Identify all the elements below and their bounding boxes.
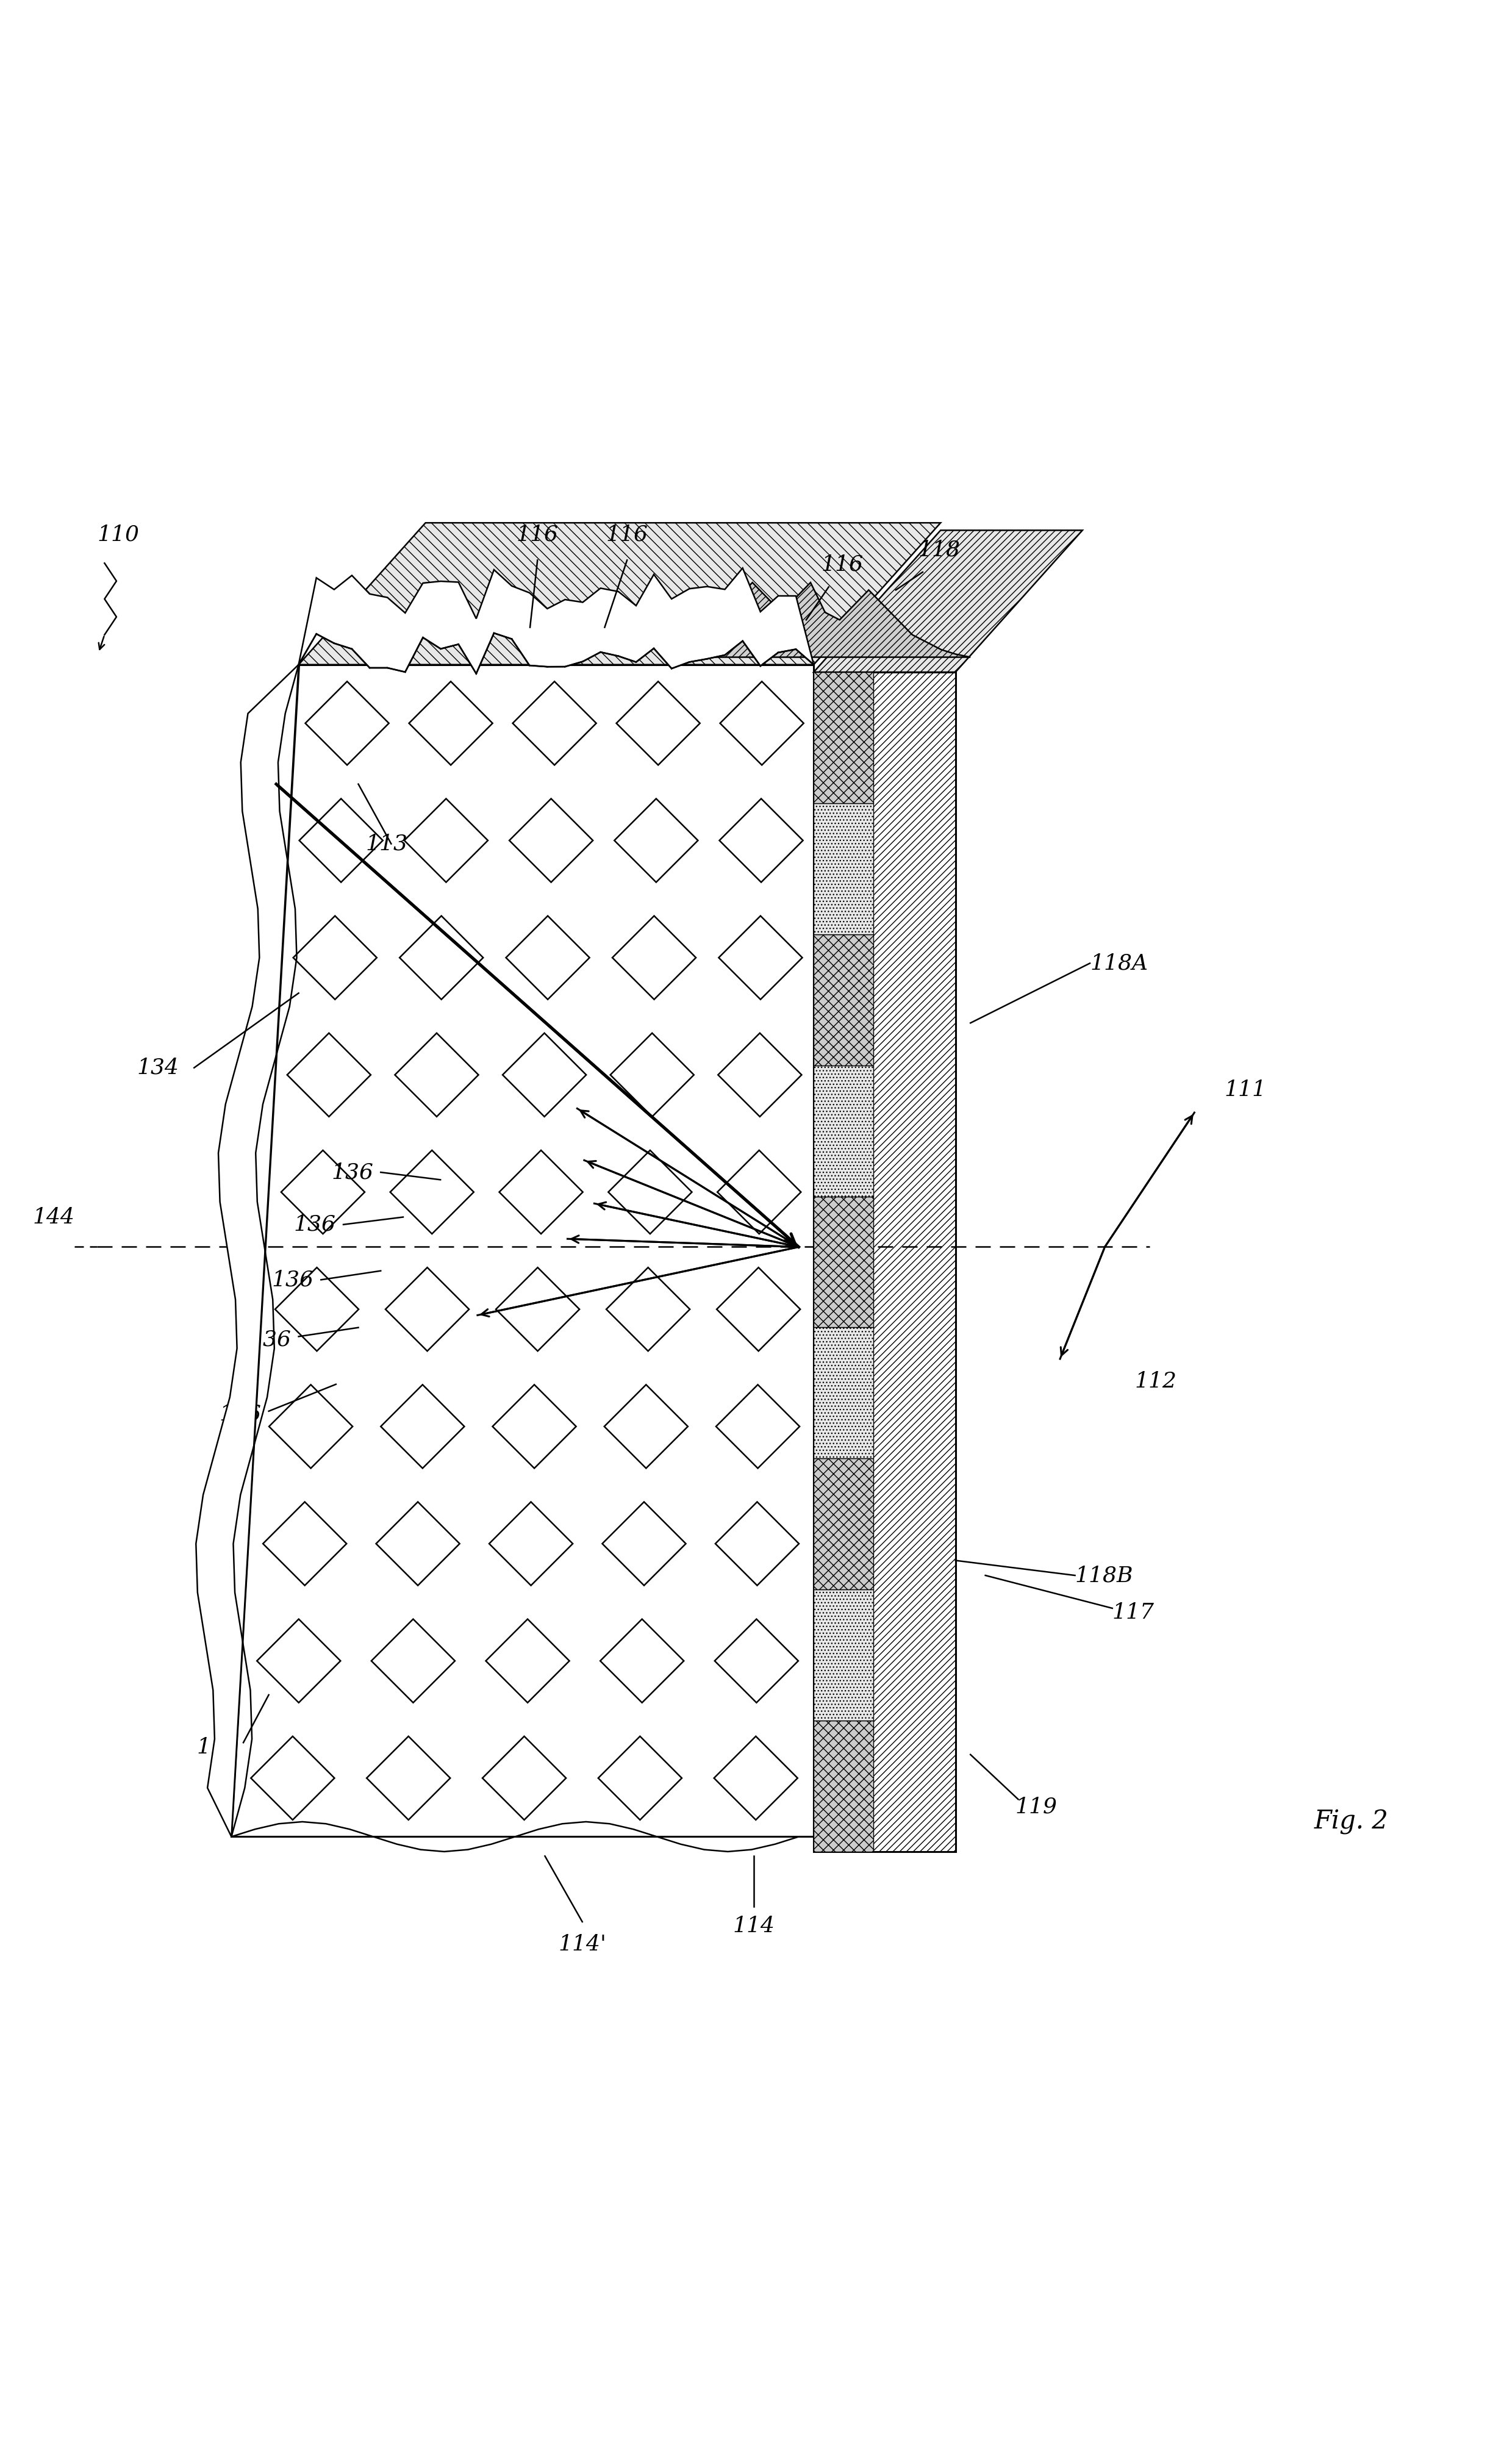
Text: 116: 116 — [821, 554, 863, 574]
Polygon shape — [509, 798, 593, 882]
Polygon shape — [814, 803, 873, 934]
Text: 136: 136 — [331, 1163, 373, 1183]
Polygon shape — [814, 1328, 873, 1459]
Polygon shape — [814, 934, 873, 1064]
Polygon shape — [600, 1619, 684, 1703]
Polygon shape — [263, 1503, 346, 1584]
Polygon shape — [694, 582, 970, 658]
Polygon shape — [367, 1737, 451, 1821]
Polygon shape — [606, 1266, 690, 1350]
Polygon shape — [814, 1720, 873, 1850]
Text: 111: 111 — [1224, 1079, 1266, 1101]
Polygon shape — [715, 1503, 799, 1584]
Polygon shape — [493, 1385, 576, 1469]
Text: 136: 136 — [219, 1404, 261, 1424]
Polygon shape — [499, 1151, 582, 1234]
Polygon shape — [814, 530, 1082, 673]
Polygon shape — [409, 683, 493, 764]
Polygon shape — [614, 798, 697, 882]
Polygon shape — [400, 917, 484, 1000]
Text: 113: 113 — [366, 833, 408, 855]
Polygon shape — [196, 665, 299, 1836]
Polygon shape — [385, 1266, 469, 1350]
Text: 115: 115 — [197, 1737, 239, 1757]
Polygon shape — [612, 917, 696, 1000]
Polygon shape — [299, 522, 941, 665]
Text: 118: 118 — [918, 540, 960, 559]
Polygon shape — [814, 1589, 873, 1720]
Polygon shape — [714, 1737, 797, 1821]
Polygon shape — [814, 1198, 873, 1328]
Polygon shape — [275, 1266, 358, 1350]
Text: Fig. 2: Fig. 2 — [1314, 1809, 1388, 1836]
Polygon shape — [405, 798, 488, 882]
Polygon shape — [293, 917, 376, 1000]
Text: 136: 136 — [249, 1328, 291, 1350]
Polygon shape — [490, 1503, 573, 1584]
Polygon shape — [605, 1385, 688, 1469]
Polygon shape — [305, 683, 388, 764]
Polygon shape — [599, 1737, 682, 1821]
Polygon shape — [257, 1619, 340, 1703]
Text: 116: 116 — [517, 525, 558, 545]
Text: 116: 116 — [606, 525, 648, 545]
Polygon shape — [269, 1385, 352, 1469]
Polygon shape — [390, 1151, 473, 1234]
Polygon shape — [512, 683, 596, 764]
Polygon shape — [299, 569, 814, 673]
Text: 136: 136 — [272, 1269, 314, 1291]
Polygon shape — [506, 917, 590, 1000]
Text: 136: 136 — [294, 1215, 336, 1234]
Polygon shape — [718, 917, 802, 1000]
Polygon shape — [503, 1032, 587, 1116]
Polygon shape — [376, 1503, 460, 1584]
Polygon shape — [617, 683, 700, 764]
Polygon shape — [814, 1459, 873, 1589]
Polygon shape — [717, 1266, 800, 1350]
Text: 134: 134 — [137, 1057, 179, 1079]
Polygon shape — [496, 1266, 579, 1350]
Polygon shape — [394, 1032, 478, 1116]
Text: 144: 144 — [33, 1207, 75, 1227]
Polygon shape — [231, 665, 814, 1836]
Text: 118B: 118B — [1075, 1565, 1133, 1587]
Polygon shape — [717, 1385, 800, 1469]
Text: 110: 110 — [97, 525, 139, 545]
Polygon shape — [485, 1619, 569, 1703]
Polygon shape — [715, 1619, 799, 1703]
Polygon shape — [482, 1737, 566, 1821]
Polygon shape — [608, 1151, 691, 1234]
Text: 119: 119 — [1015, 1796, 1057, 1816]
Polygon shape — [602, 1503, 685, 1584]
Polygon shape — [814, 673, 956, 1850]
Polygon shape — [611, 1032, 694, 1116]
Text: 114: 114 — [733, 1917, 775, 1937]
Polygon shape — [281, 1151, 364, 1234]
Polygon shape — [287, 1032, 370, 1116]
Text: 112: 112 — [1135, 1370, 1176, 1392]
Polygon shape — [720, 683, 803, 764]
Polygon shape — [717, 1151, 800, 1234]
Polygon shape — [381, 1385, 464, 1469]
Polygon shape — [299, 798, 382, 882]
Polygon shape — [814, 1064, 873, 1198]
Polygon shape — [718, 1032, 802, 1116]
Polygon shape — [720, 798, 803, 882]
Polygon shape — [372, 1619, 455, 1703]
Polygon shape — [814, 673, 873, 803]
Text: 117: 117 — [1112, 1602, 1154, 1624]
Text: 118A: 118A — [1090, 954, 1148, 973]
Text: 114': 114' — [558, 1934, 606, 1954]
Polygon shape — [251, 1737, 334, 1821]
